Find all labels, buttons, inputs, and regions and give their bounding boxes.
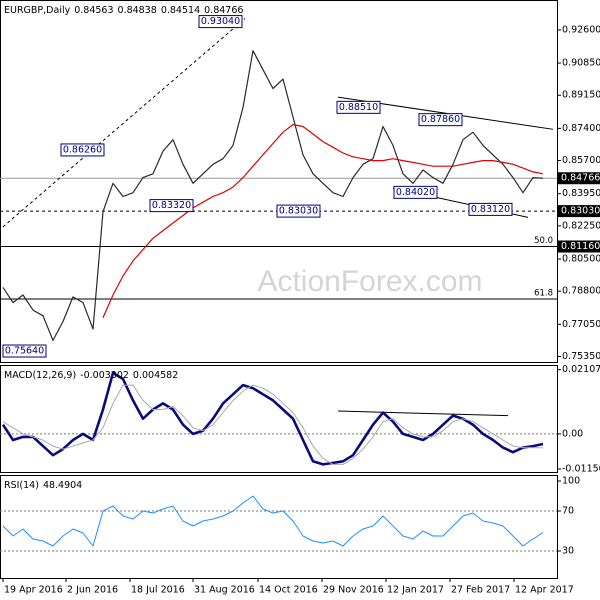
header-value: 0.84514: [161, 5, 200, 16]
annotation-box: [276, 204, 321, 218]
watermark: ActionForex.com: [257, 265, 482, 298]
price-box: [557, 205, 600, 218]
y-tick-label: 0.90850: [562, 58, 600, 69]
y-tick-label: 0.80500: [562, 254, 600, 265]
series-line: [102, 124, 544, 318]
header-value: 48.4904: [43, 480, 82, 491]
y-tick-label: -0.011507: [562, 463, 600, 474]
series-line: [2, 495, 544, 547]
annotation-label: 0.75640: [5, 346, 44, 357]
panel-frame: [0, 475, 558, 579]
y-tick-label: 0.85700: [562, 155, 600, 166]
annotation-label: 0.83320: [152, 200, 191, 211]
annotation-box: [468, 202, 513, 216]
annotation-box: [60, 143, 105, 157]
panel-frame: [0, 365, 558, 473]
x-tick-label: 29 Nov 2016: [323, 585, 384, 596]
x-tick-label: 18 Jul 2016: [131, 585, 185, 596]
series-line: [2, 384, 544, 465]
annotation-label: 0.86260: [63, 144, 102, 155]
panel-header: RSI(14) 48.4904: [4, 480, 82, 491]
price-box-label: 0.83030: [561, 206, 600, 217]
trend-line: [2, 18, 246, 228]
price-box: [557, 240, 600, 253]
y-tick-label: 0.83950: [562, 188, 600, 199]
annotation-label: 0.83030: [279, 206, 318, 217]
y-tick-label: 0.77050: [562, 319, 600, 330]
header-value: 0.84766: [204, 5, 243, 16]
y-tick-label: 0.82250: [562, 220, 600, 231]
y-tick-label: 70: [562, 506, 574, 517]
y-tick-label: 0.89150: [562, 90, 600, 101]
y-tick-label: 0.92600: [562, 24, 600, 35]
panel-title: EURGBP,Daily: [4, 5, 71, 16]
annotation-label: 0.87860: [421, 114, 460, 125]
header-value: 0.84838: [118, 5, 157, 16]
y-tick-label: 0.00: [562, 428, 583, 439]
header-value: 0.84563: [74, 5, 113, 16]
x-tick-label: 27 Feb 2017: [451, 585, 510, 596]
y-tick-label: 0.75350: [562, 351, 600, 362]
x-tick-label: 12 Apr 2017: [515, 585, 574, 596]
annotation-box: [2, 344, 47, 358]
header-value: 0.004582: [133, 370, 178, 381]
panel-title: RSI(14): [4, 480, 39, 491]
x-tick-label: 19 Apr 2016: [4, 585, 63, 596]
annotation-box: [149, 199, 194, 213]
annotation-label: 0.83120: [471, 204, 510, 215]
level-label: 50.0: [534, 236, 553, 246]
y-tick-label: 30: [562, 546, 574, 557]
y-tick-label: 0.87400: [562, 123, 600, 134]
annotation-box: [393, 185, 438, 199]
price-box-label: 0.81160: [561, 241, 600, 252]
annotation-label: 0.84020: [396, 187, 435, 198]
header-value: -0.003302: [80, 370, 129, 381]
panel-header: EURGBP,Daily 0.84563 0.84838 0.84514 0.84766: [4, 5, 243, 16]
level-label: 61.8: [534, 288, 553, 298]
annotation-label: 0.93040: [201, 16, 240, 27]
annotation-box: [418, 113, 463, 127]
series-line: [2, 50, 544, 341]
panel-header: MACD(12,26,9) -0.003302 0.004582: [4, 370, 178, 381]
y-tick-label: 0.78800: [562, 286, 600, 297]
trend-line: [337, 410, 509, 417]
x-tick-label: 2 Jun 2016: [67, 585, 118, 596]
x-tick-label: 12 Jan 2017: [387, 585, 444, 596]
x-tick-label: 31 Aug 2016: [194, 585, 255, 596]
y-tick-label: 100: [562, 476, 580, 487]
x-tick-label: 14 Oct 2016: [259, 585, 318, 596]
annotation-box: [336, 100, 381, 114]
panel-title: MACD(12,26,9): [4, 370, 76, 381]
y-tick-label: 0.021074: [562, 364, 600, 375]
price-box: [557, 172, 600, 185]
annotation-box: [198, 15, 243, 29]
annotation-label: 0.88510: [339, 102, 378, 113]
price-box-label: 0.84766: [561, 173, 600, 184]
